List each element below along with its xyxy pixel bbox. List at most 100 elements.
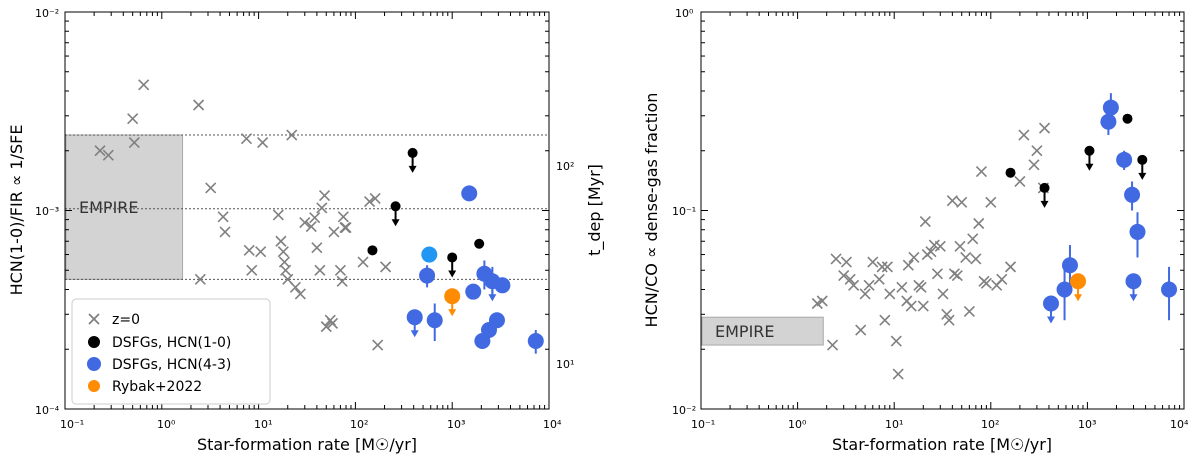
upper-limit-arrowhead [1047, 316, 1056, 324]
data-point-z0 [848, 279, 860, 291]
x-tick-labels: 10⁻¹ 10⁰ 10¹ 10² 10³ 10⁴ [691, 418, 1189, 431]
data-point-dsfgs-hcn-4-3 [465, 283, 482, 300]
data-point-z0 [102, 149, 114, 161]
y-axis-label: HCN/CO ∝ dense-gas fraction [642, 93, 661, 328]
data-point-z0 [1004, 261, 1017, 273]
data-point-z0 [975, 166, 988, 178]
data-point-z0 [277, 246, 289, 258]
legend-label: z=0 [112, 312, 140, 328]
data-point-z0 [1038, 122, 1051, 134]
y-tick-labels: 10⁻² 10⁻¹ 10⁰ [672, 7, 696, 417]
axis-ticks [64, 11, 550, 410]
data-point-z0 [840, 256, 852, 268]
data-point-z0 [272, 209, 284, 221]
data-point-z0 [973, 217, 985, 230]
data-point-rybak-2022 [1070, 273, 1087, 290]
y2-tick-label: 10¹ [556, 358, 574, 371]
data-point-z0 [127, 113, 139, 125]
data-point-z0 [956, 196, 968, 208]
data-point-z0 [941, 308, 953, 320]
empire-box [65, 134, 184, 280]
data-point-z0 [892, 368, 904, 380]
legend-label: DSFGs, HCN(1-0) [112, 335, 231, 351]
data-point-dsfgs-hcn-4-3 [527, 333, 544, 350]
data-point-z0 [363, 195, 376, 208]
data-point-z0 [838, 270, 850, 282]
x-axis-label: Star-formation rate [M☉/yr] [832, 435, 1052, 454]
data-point-dsfgs-hcn-4-3 [461, 185, 478, 202]
data-point-z0 [954, 240, 966, 252]
data-point-dsfgs-hcn-1-0 [1137, 154, 1148, 165]
data-point-dsfgs-hcn-4-3 [1116, 151, 1133, 168]
y2-tick-labels: 10¹ 10² [556, 160, 574, 371]
legend-marker-dsfg-hcn43 [87, 357, 101, 371]
data-point-dsfgs-hcn-1-0 [367, 245, 378, 256]
data-point-rybak-2022 [444, 288, 461, 305]
data-point-dsfgs-hcn-1-0 [1122, 113, 1133, 124]
data-point-z0 [336, 275, 348, 287]
y-tick-labels: 10⁻⁴ 10⁻³ 10⁻² [35, 7, 60, 417]
data-point-z0 [328, 226, 340, 238]
upper-limit-arrowhead [1040, 200, 1049, 208]
data-point-dsfgs-hcn-4-3 [1056, 281, 1073, 298]
data-point-z0 [985, 196, 997, 208]
data-point-z0 [873, 273, 885, 285]
data-point-dsfgs-hcn-1-0 [1005, 167, 1016, 178]
data-point-z0 [925, 246, 937, 258]
right-chart: EMPIRE 10⁻¹ 10⁰ 10¹ 10² 10³ 10⁴ 10⁻² 10⁻… [642, 7, 1189, 454]
x-tick-label: 10¹ [254, 418, 272, 431]
y-tick-label: 10⁻³ [35, 205, 59, 218]
data-point-dsfgs-hcn-1-0 [1084, 145, 1095, 156]
data-point-z0 [881, 261, 893, 273]
data-point-z0 [905, 300, 917, 312]
legend-marker-dsfg-hcn10 [88, 336, 100, 348]
x-axis-label: Star-formation rate [M☉/yr] [197, 435, 417, 454]
data-point-dsfgs-hcn-1-0 [390, 201, 401, 212]
data-point-z0 [246, 264, 258, 276]
data-point-z0 [855, 324, 867, 336]
data-point-z0 [946, 195, 958, 207]
plot-frame [700, 11, 1185, 410]
y-tick-label: 10⁻² [672, 404, 696, 417]
data-point-z0 [879, 314, 891, 326]
data-point-z0 [934, 240, 946, 252]
upper-limit-arrowhead [448, 309, 457, 317]
data-point-z0 [963, 305, 975, 318]
x-tick-label: 10² [350, 418, 368, 431]
data-point-z0 [896, 281, 908, 293]
legend-frame [71, 298, 271, 405]
data-point-z0 [357, 256, 369, 268]
data-point-z0 [937, 288, 949, 300]
data-point-z0 [970, 253, 982, 265]
data-point-z0 [326, 317, 339, 329]
data-point-dsfgs-hcn-4-3 [1125, 273, 1142, 290]
legend-label: DSFGs, HCN(4-3) [112, 357, 231, 373]
data-point-z0 [219, 226, 231, 238]
data-point-z0 [289, 281, 301, 293]
data-point-dsfgs-hcn-4-3 [488, 312, 505, 329]
x-tick-label: 10³ [1078, 418, 1096, 431]
data-point-z0 [280, 264, 292, 276]
empire-box [701, 316, 824, 346]
x-tick-label: 10⁻¹ [60, 418, 84, 431]
legend-marker-rybak [88, 380, 100, 392]
upper-limit-arrowhead [488, 294, 497, 302]
x-tick-label: 10⁰ [788, 418, 807, 431]
data-point-z0 [1018, 129, 1030, 141]
y2-axis-label: t_dep [Myr] [585, 164, 605, 256]
data-point-z0 [996, 273, 1008, 285]
x-tick-label: 10³ [447, 418, 465, 431]
data-point-z0 [931, 268, 943, 280]
data-point-z0 [320, 321, 332, 333]
data-point-z0 [1028, 159, 1040, 171]
x-tick-label: 10⁻¹ [691, 418, 715, 431]
data-point-dsfgs-hcn-4-3 [426, 312, 443, 329]
legend-label: Rybak+2022 [112, 379, 202, 395]
data-point-dsfgs-hcn-1-0 [474, 238, 485, 249]
data-point-dsfgs-hcn-4-3 [494, 277, 511, 294]
data-point-dsfgs-hcn-4-3 [1100, 113, 1117, 130]
data-point-z0 [309, 212, 321, 224]
y-tick-label: 10⁻⁴ [35, 404, 60, 417]
data-point-z0 [826, 339, 839, 351]
